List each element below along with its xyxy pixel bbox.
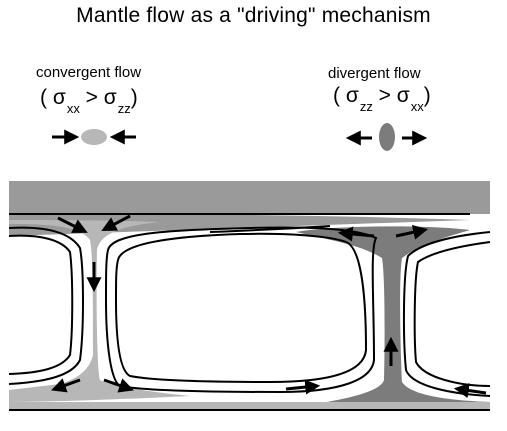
left-cell-outer [8, 226, 84, 385]
greater-than: > [378, 84, 391, 107]
left-cell-inner [8, 234, 74, 375]
subscript: zz [359, 99, 373, 114]
divergent-flow-label: divergent flow [328, 65, 421, 82]
upper-streamline [209, 225, 331, 233]
convergent-flow-label: convergent flow [36, 64, 142, 81]
paren-close: ) [423, 84, 431, 107]
right-cell-outer [402, 231, 491, 397]
arrow-spread-left-icon [51, 378, 81, 393]
paren-close: ) [130, 86, 138, 109]
sigma-symbol: σ [396, 84, 410, 107]
lower-boundary-layer [9, 402, 490, 410]
arrow-converge-right-icon [57, 216, 88, 233]
flow-arrows [51, 214, 487, 398]
sigma-symbol: σ [52, 86, 66, 109]
arrow-converge-in-right-icon [285, 379, 321, 395]
arrow-spread-right-icon [103, 378, 134, 393]
arrow-converge-left-icon [101, 214, 131, 231]
paren-open: ( [333, 84, 340, 107]
convection-cells [8, 213, 491, 411]
subscript: zz [117, 101, 131, 116]
convergent-legend-symbol [52, 129, 136, 145]
squeezed-ellipse-icon [81, 129, 107, 145]
arrow-converge-in-left-icon [453, 383, 487, 398]
sigma-symbol: σ [345, 84, 359, 107]
right-cell-inner [413, 241, 491, 387]
subscript: xx [410, 99, 424, 114]
middle-cell-inner [114, 232, 368, 384]
diagram-title: Mantle flow as a "driving" mechanism [76, 4, 431, 27]
arrow-diverge-right-icon [395, 224, 429, 240]
divergent-legend-symbol [345, 123, 428, 151]
divergent-stress-relation: ( σzz > σxx) [333, 84, 431, 114]
greater-than: > [85, 86, 98, 109]
arrow-diverge-left-icon [337, 226, 375, 242]
subscript: xx [66, 101, 80, 116]
middle-cell-outer [104, 226, 378, 394]
convergent-stress-relation: ( σxx > σzz) [40, 86, 138, 116]
sigma-symbol: σ [103, 86, 117, 109]
upwelling-plume [296, 226, 490, 406]
stretched-ellipse-icon [379, 123, 395, 151]
paren-open: ( [40, 86, 47, 109]
